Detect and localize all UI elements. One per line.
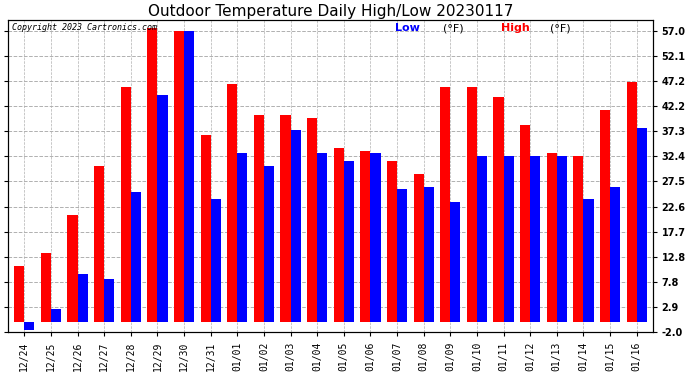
Bar bbox=[530, 156, 540, 322]
Bar bbox=[557, 156, 567, 322]
Bar bbox=[424, 187, 434, 322]
Bar bbox=[157, 94, 168, 322]
Text: (°F): (°F) bbox=[443, 24, 464, 33]
Bar bbox=[280, 115, 290, 322]
Bar bbox=[467, 87, 477, 322]
Bar bbox=[307, 117, 317, 322]
Bar bbox=[451, 202, 460, 322]
Bar bbox=[264, 166, 274, 322]
Bar bbox=[237, 153, 248, 322]
Bar bbox=[397, 189, 407, 322]
Bar bbox=[210, 200, 221, 322]
Bar bbox=[520, 125, 530, 322]
Bar bbox=[41, 253, 51, 322]
Bar bbox=[174, 31, 184, 322]
Bar bbox=[94, 166, 104, 322]
Bar bbox=[371, 153, 381, 322]
Text: Low: Low bbox=[395, 24, 420, 33]
Bar bbox=[68, 215, 77, 322]
Bar bbox=[344, 161, 354, 322]
Bar bbox=[477, 156, 487, 322]
Bar bbox=[227, 84, 237, 322]
Bar bbox=[610, 187, 620, 322]
Bar bbox=[413, 174, 424, 322]
Bar bbox=[600, 110, 610, 322]
Bar bbox=[290, 130, 301, 322]
Bar bbox=[360, 151, 371, 322]
Text: Copyright 2023 Cartronics.com: Copyright 2023 Cartronics.com bbox=[12, 24, 157, 33]
Bar bbox=[148, 28, 157, 322]
Bar bbox=[637, 128, 647, 322]
Bar bbox=[77, 274, 88, 322]
Bar bbox=[584, 200, 593, 322]
Bar bbox=[254, 115, 264, 322]
Bar bbox=[104, 279, 115, 322]
Bar bbox=[201, 135, 210, 322]
Bar bbox=[546, 153, 557, 322]
Bar bbox=[440, 87, 451, 322]
Bar bbox=[504, 156, 513, 322]
Text: High: High bbox=[501, 24, 530, 33]
Bar bbox=[184, 31, 194, 322]
Bar bbox=[14, 266, 24, 322]
Bar bbox=[51, 309, 61, 322]
Bar bbox=[627, 82, 637, 322]
Bar bbox=[131, 192, 141, 322]
Bar bbox=[121, 87, 131, 322]
Bar bbox=[317, 153, 327, 322]
Bar bbox=[387, 161, 397, 322]
Bar bbox=[334, 148, 344, 322]
Bar bbox=[24, 322, 34, 330]
Text: (°F): (°F) bbox=[549, 24, 570, 33]
Bar bbox=[573, 156, 584, 322]
Bar bbox=[493, 97, 504, 322]
Title: Outdoor Temperature Daily High/Low 20230117: Outdoor Temperature Daily High/Low 20230… bbox=[148, 4, 513, 19]
